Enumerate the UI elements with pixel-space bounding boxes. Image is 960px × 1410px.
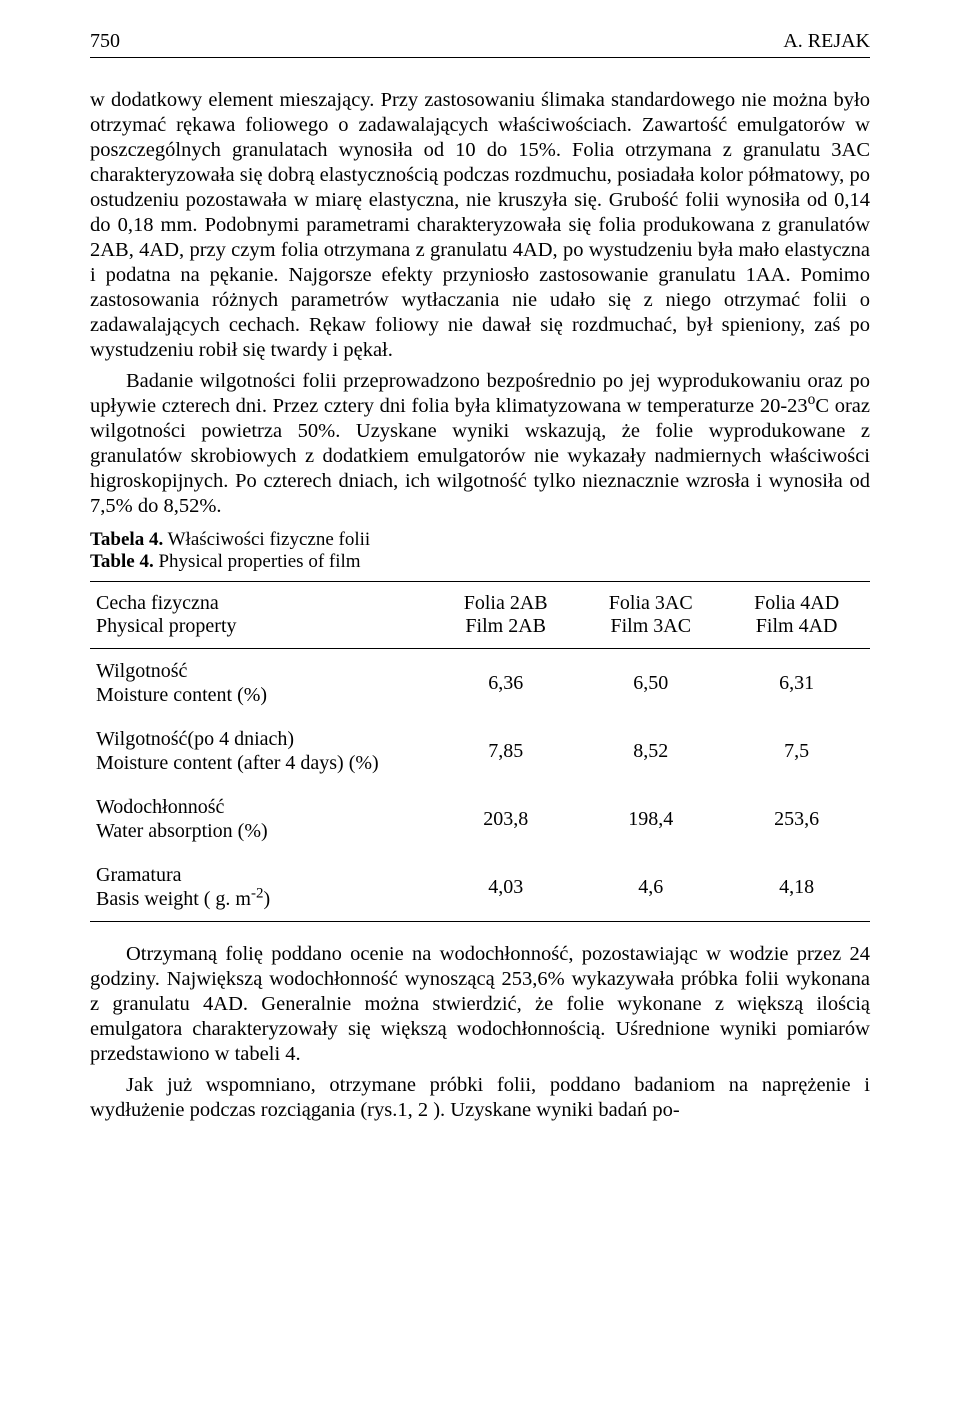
col1-pl: Folia 2AB (464, 592, 548, 614)
paragraph-1: w dodatkowy element mieszający. Przy zas… (90, 88, 870, 363)
col-header-4ad: Folia 4AD Film 4AD (723, 582, 870, 649)
paragraph-3: Otrzymaną folię poddano ocenie na wodoch… (90, 942, 870, 1067)
row-label: Wilgotność Moisture content (%) (90, 649, 433, 718)
row3-en-b: ) (264, 888, 271, 910)
cell-value: 6,31 (723, 649, 870, 718)
cell-value: 6,36 (433, 649, 578, 718)
paragraph-2: Badanie wilgotności folii przeprowadzono… (90, 369, 870, 519)
caption-pl-label: Tabela 4. (90, 529, 163, 550)
page-header: 750 A. REJAK (90, 30, 870, 58)
cell-value: 4,18 (723, 853, 870, 922)
col0-en: Physical property (96, 615, 237, 637)
col2-pl: Folia 3AC (609, 592, 693, 614)
col3-pl: Folia 4AD (754, 592, 839, 614)
properties-table: Cecha fizyczna Physical property Folia 2… (90, 581, 870, 922)
cell-value: 203,8 (433, 785, 578, 853)
col0-pl: Cecha fizyczna (96, 592, 219, 614)
col-header-2ab: Folia 2AB Film 2AB (433, 582, 578, 649)
cell-value: 8,52 (578, 717, 723, 785)
table-header-row: Cecha fizyczna Physical property Folia 2… (90, 582, 870, 649)
cell-value: 253,6 (723, 785, 870, 853)
row0-pl: Wilgotność (96, 660, 187, 682)
row-label: Wilgotność(po 4 dniach) Moisture content… (90, 717, 433, 785)
table-caption: Tabela 4. Właściwości fizyczne folii Tab… (90, 529, 870, 573)
row2-pl: Wodochłonność (96, 796, 224, 818)
cell-value: 4,6 (578, 853, 723, 922)
table-row: Wilgotność Moisture content (%) 6,36 6,5… (90, 649, 870, 718)
table-row: Wodochłonność Water absorption (%) 203,8… (90, 785, 870, 853)
page-container: 750 A. REJAK w dodatkowy element mieszaj… (0, 0, 960, 1410)
table-row: Wilgotność(po 4 dniach) Moisture content… (90, 717, 870, 785)
row-label: Wodochłonność Water absorption (%) (90, 785, 433, 853)
paragraph-4: Jak już wspomniano, otrzymane próbki fol… (90, 1073, 870, 1123)
page-number: 750 (90, 30, 120, 53)
row1-en: Moisture content (after 4 days) (%) (96, 752, 379, 774)
col-header-3ac: Folia 3AC Film 3AC (578, 582, 723, 649)
col3-en: Film 4AD (756, 615, 838, 637)
col2-en: Film 3AC (610, 615, 691, 637)
row2-en: Water absorption (%) (96, 820, 268, 842)
cell-value: 7,5 (723, 717, 870, 785)
cell-value: 7,85 (433, 717, 578, 785)
row1-pl: Wilgotność(po 4 dniach) (96, 728, 294, 750)
row-label: Gramatura Basis weight ( g. m-2) (90, 853, 433, 922)
exponent: -2 (251, 885, 264, 901)
col-header-property: Cecha fizyczna Physical property (90, 582, 433, 649)
row0-en: Moisture content (%) (96, 684, 267, 706)
cell-value: 6,50 (578, 649, 723, 718)
p2-part-a: Badanie wilgotności folii przeprowadzono… (90, 370, 870, 417)
row3-en-a: Basis weight ( g. m (96, 888, 251, 910)
caption-pl-text: Właściwości fizyczne folii (163, 529, 370, 550)
table-row: Gramatura Basis weight ( g. m-2) 4,03 4,… (90, 853, 870, 922)
cell-value: 198,4 (578, 785, 723, 853)
caption-en-label: Table 4. (90, 551, 154, 572)
cell-value: 4,03 (433, 853, 578, 922)
col1-en: Film 2AB (465, 615, 546, 637)
header-author: A. REJAK (783, 30, 870, 53)
row3-pl: Gramatura (96, 864, 182, 886)
caption-en-text: Physical properties of film (154, 551, 361, 572)
